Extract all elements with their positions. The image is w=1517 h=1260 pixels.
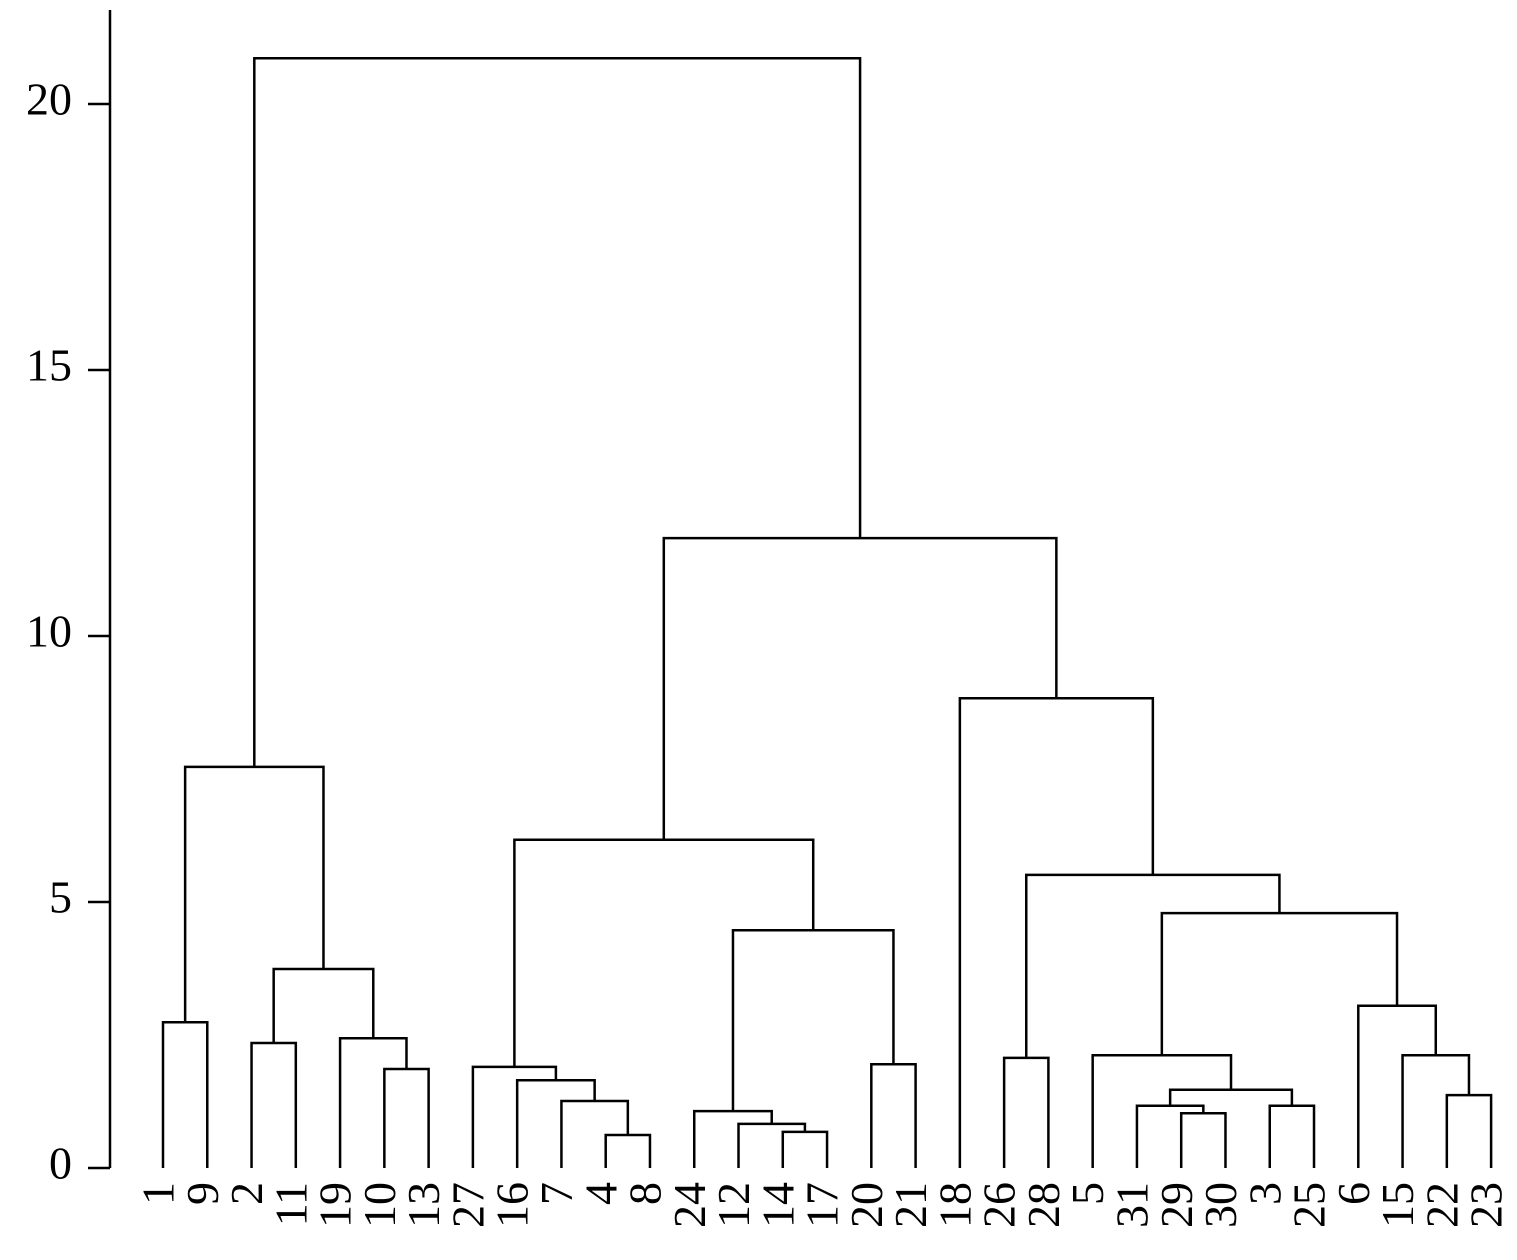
merge-link — [272, 967, 375, 1043]
merge-link — [958, 696, 1155, 1168]
merge-link — [338, 1036, 408, 1168]
leaf-label: 27 — [442, 1182, 493, 1228]
leaf-label: 5 — [1062, 1182, 1113, 1205]
y-tick-label: 15 — [26, 340, 72, 391]
y-tick-label: 5 — [49, 872, 72, 923]
merge-link — [515, 1078, 596, 1168]
leaf-label: 3 — [1239, 1182, 1290, 1205]
leaf-label: 11 — [265, 1182, 316, 1226]
leaf-label: 17 — [797, 1182, 848, 1228]
leaf-label: 9 — [177, 1182, 228, 1205]
leaf-label: 19 — [310, 1182, 361, 1228]
leaf-label: 22 — [1416, 1182, 1467, 1228]
leaf-label: 16 — [487, 1182, 538, 1228]
merge-link — [1357, 1004, 1438, 1168]
leaf-label: 25 — [1284, 1182, 1335, 1228]
leaf-label: 15 — [1372, 1182, 1423, 1228]
leaf-label: 7 — [531, 1182, 582, 1205]
leaf-label: 13 — [398, 1182, 449, 1228]
leaf-label: 8 — [620, 1182, 671, 1205]
leaf-label: 21 — [885, 1182, 936, 1228]
leaf-label: 1 — [133, 1182, 184, 1205]
merge-link — [1135, 1104, 1205, 1168]
y-tick-label: 20 — [26, 74, 72, 125]
merge-link — [731, 928, 895, 1112]
leaf-label: 28 — [1018, 1182, 1069, 1228]
merge-link — [513, 838, 815, 1067]
merge-link — [1025, 873, 1281, 1058]
leaf-label: 30 — [1195, 1182, 1246, 1228]
merge-link — [737, 1122, 807, 1168]
y-tick-label: 0 — [49, 1138, 72, 1189]
leaf-label: 29 — [1151, 1182, 1202, 1228]
leaf-label: 26 — [974, 1182, 1025, 1228]
leaf-label: 20 — [841, 1182, 892, 1228]
leaf-label: 12 — [708, 1182, 759, 1228]
merge-link — [1091, 1053, 1233, 1168]
merge-link — [1160, 911, 1399, 1056]
leaf-label: 2 — [221, 1182, 272, 1205]
merge-link — [1445, 1093, 1493, 1168]
leaf-label: 14 — [752, 1182, 803, 1228]
merge-link — [183, 765, 325, 1023]
merge-link — [560, 1099, 630, 1168]
leaf-label: 24 — [664, 1182, 715, 1228]
merge-link — [1002, 1056, 1050, 1168]
leaf-label: 23 — [1461, 1182, 1512, 1228]
merge-link — [1268, 1104, 1316, 1168]
merge-link — [662, 536, 1058, 840]
merge-link — [604, 1133, 652, 1168]
leaf-label: 31 — [1107, 1182, 1158, 1228]
merge-link — [870, 1063, 917, 1168]
merge-link — [781, 1130, 829, 1168]
merge-link — [250, 1041, 298, 1168]
leaf-label: 6 — [1328, 1182, 1379, 1205]
leaf-label: 18 — [929, 1182, 980, 1228]
merge-link — [1401, 1053, 1471, 1168]
leaf-label: 4 — [575, 1182, 626, 1205]
merge-link — [161, 1020, 209, 1168]
merge-link — [471, 1065, 558, 1168]
merge-link — [1179, 1111, 1227, 1168]
leaf-label: 10 — [354, 1182, 405, 1228]
merge-link — [1168, 1088, 1294, 1106]
merge-link — [692, 1109, 773, 1168]
y-tick-label: 10 — [26, 606, 72, 657]
merge-link — [383, 1067, 430, 1168]
merge-link — [253, 56, 862, 767]
